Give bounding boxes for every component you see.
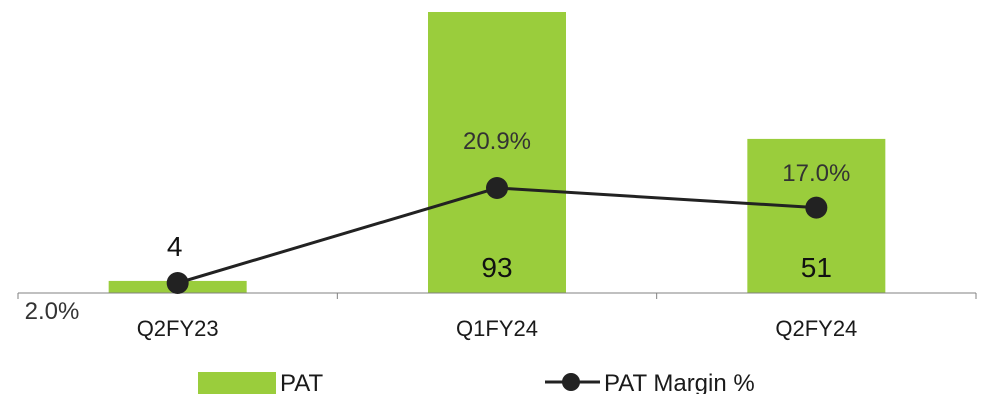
x-axis-ticks (17, 293, 977, 299)
line-point-q2fy24 (805, 196, 828, 219)
legend-marker-swatch (562, 373, 580, 391)
data-labels: Q2FY23 Q1FY24 Q2FY24 4 93 51 2.0% 20.9% 17.0% (25, 128, 858, 341)
x-tick-label-q1fy24: Q1FY24 (456, 316, 538, 341)
legend-label-pat-margin: PAT Margin % (604, 370, 755, 394)
margin-value-label-q1fy24: 20.9% (463, 128, 531, 155)
bar-value-label-q2fy24: 51 (801, 252, 832, 283)
line-point-q1fy24 (486, 177, 508, 199)
legend-swatch-pat (198, 372, 276, 394)
bar-value-label-q1fy24: 93 (481, 252, 512, 283)
legend: PAT PAT Margin % (198, 370, 755, 394)
pat-margin-line (166, 177, 828, 294)
margin-value-label-q2fy23: 2.0% (25, 298, 80, 325)
line-point-q2fy23 (166, 272, 189, 294)
margin-value-label-q2fy24: 17.0% (782, 160, 850, 187)
legend-label-pat: PAT (280, 370, 323, 394)
bar-q1fy24 (428, 12, 566, 293)
bar-value-label-q2fy23: 4 (167, 231, 183, 262)
x-tick-label-q2fy23: Q2FY23 (137, 316, 219, 341)
x-tick-label-q2fy24: Q2FY24 (775, 316, 857, 341)
